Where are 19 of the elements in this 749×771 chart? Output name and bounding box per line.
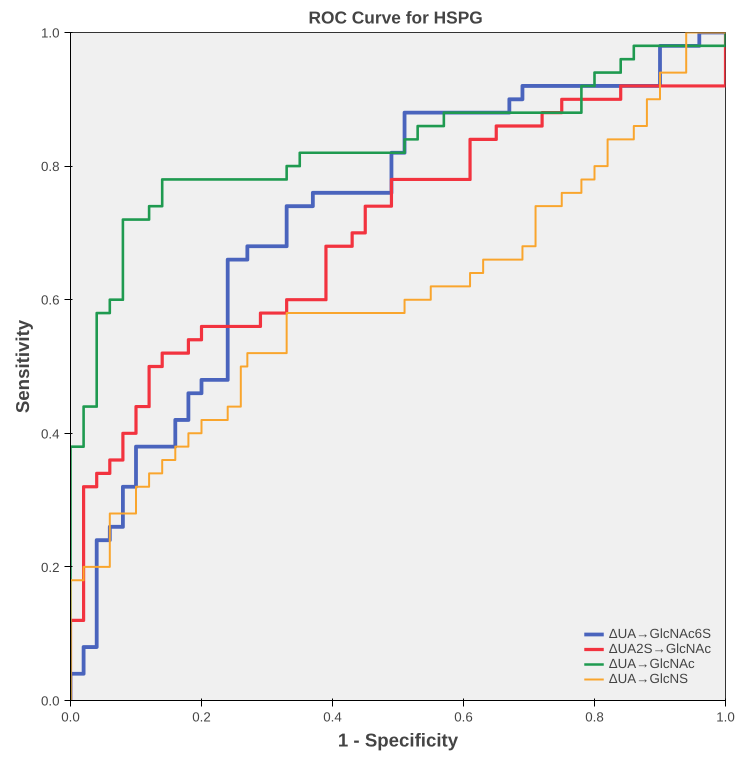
x-tick-label: 0.4: [323, 710, 342, 724]
chart-title: ROC Curve for HSPG: [308, 8, 483, 28]
y-tick-label: 0.2: [40, 560, 60, 575]
legend-label: ΔUA2S→GlcNAc: [608, 641, 711, 656]
x-tick-label: 0.2: [192, 710, 211, 724]
y-tick-label: 0.8: [40, 159, 60, 174]
y-tick-label: 0.6: [40, 292, 60, 308]
y-tick-label: 0.4: [40, 426, 60, 442]
legend-label: ΔUA→GlcNS: [608, 671, 688, 686]
x-tick-label: 0.0: [61, 710, 80, 724]
x-axis-title: 1 - Specificity: [338, 730, 459, 750]
y-tick-label: 1.0: [40, 26, 60, 40]
x-tick-label: 0.8: [585, 710, 604, 724]
x-tick-label: 0.6: [454, 710, 473, 724]
legend-label: ΔUA→GlcNAc6S: [608, 626, 711, 641]
y-axis-title: Sensitivity: [12, 319, 33, 414]
x-tick-label: 1.0: [716, 710, 735, 724]
legend-label: ΔUA→GlcNAc: [608, 656, 695, 671]
y-tick-label: 0.0: [40, 694, 60, 708]
